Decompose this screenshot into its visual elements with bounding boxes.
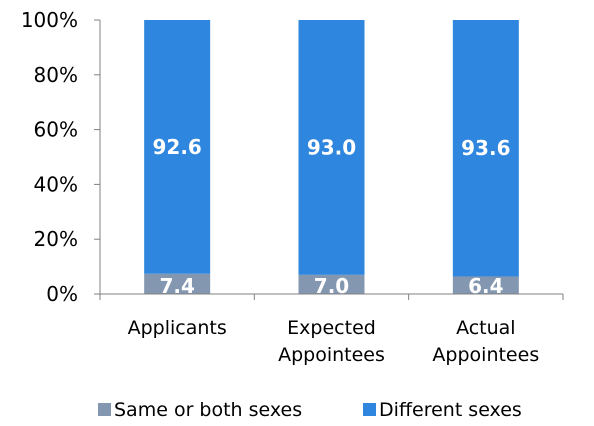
legend-swatch [363,403,376,416]
x-category-label: Expected [287,317,376,339]
x-category-label: Actual [456,317,516,339]
data-label: 92.6 [152,135,201,159]
y-tick-label: 0% [46,282,78,306]
bar-segment [144,273,211,294]
y-tick-label: 60% [34,118,78,142]
data-label: 93.6 [461,136,510,160]
bar-segment [298,274,365,294]
x-axis: Applicants Expected Appointees Actual Appoin… [99,293,564,366]
bar-segment [452,20,519,277]
bar-segment [452,276,519,294]
data-label: 93.0 [307,135,356,159]
x-category-label: Applicants [128,317,227,339]
legend-label: Same or both sexes [114,399,302,421]
bar-segment [144,20,211,274]
legend-swatch [98,403,111,416]
y-tick-label: 40% [34,172,78,196]
y-tick-label: 100% [21,8,78,32]
x-category-label: Appointees [278,344,385,366]
y-tick-label: 80% [34,63,78,87]
bar-segment [298,20,365,275]
legend-label: Different sexes [379,399,522,421]
legend: Same or both sexes Different sexes [98,399,522,421]
y-axis: 0% 20% 40% 60% 80% 100% [21,8,101,306]
y-tick-label: 20% [34,227,78,251]
x-category-label: Appointees [432,344,539,366]
bars: 7.492.67.093.06.493.6 [144,20,519,298]
